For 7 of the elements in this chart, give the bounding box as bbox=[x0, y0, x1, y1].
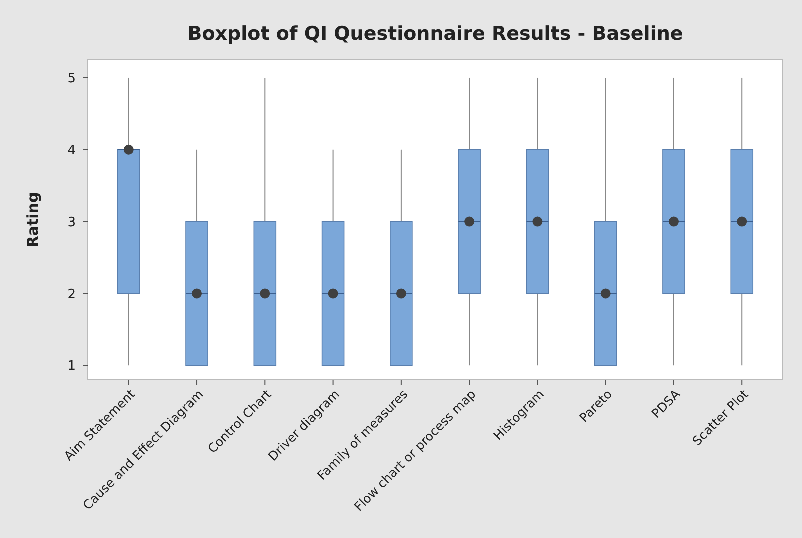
y-tick-label: 2 bbox=[68, 287, 76, 302]
y-axis-title: Rating bbox=[24, 192, 42, 248]
y-tick-label: 1 bbox=[68, 359, 76, 374]
y-tick-label: 3 bbox=[68, 215, 76, 230]
y-tick-label: 5 bbox=[68, 72, 76, 87]
y-tick-label: 4 bbox=[68, 143, 76, 158]
chart-title: Boxplot of QI Questionnaire Results - Baseline bbox=[188, 23, 684, 45]
